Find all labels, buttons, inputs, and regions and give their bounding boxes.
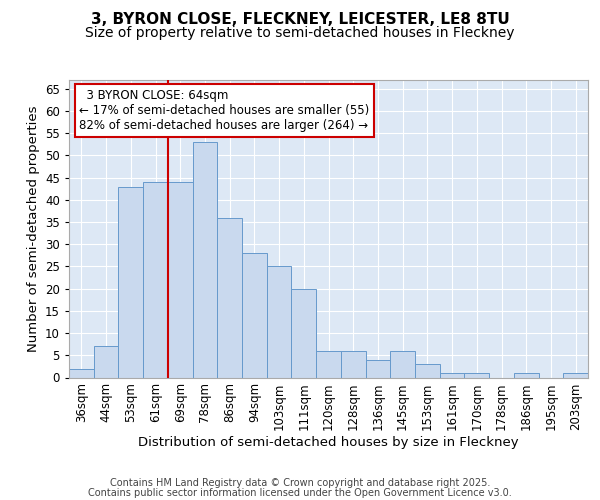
Bar <box>94 346 118 378</box>
Bar <box>168 182 193 378</box>
Bar <box>563 373 588 378</box>
Bar <box>390 351 415 378</box>
Text: Contains HM Land Registry data © Crown copyright and database right 2025.: Contains HM Land Registry data © Crown c… <box>110 478 490 488</box>
Bar <box>69 368 94 378</box>
Text: 3 BYRON CLOSE: 64sqm
← 17% of semi-detached houses are smaller (55)
82% of semi-: 3 BYRON CLOSE: 64sqm ← 17% of semi-detac… <box>79 89 370 132</box>
Bar <box>365 360 390 378</box>
Text: 3, BYRON CLOSE, FLECKNEY, LEICESTER, LE8 8TU: 3, BYRON CLOSE, FLECKNEY, LEICESTER, LE8… <box>91 12 509 28</box>
Bar <box>341 351 365 378</box>
Bar <box>292 288 316 378</box>
Bar <box>514 373 539 378</box>
Bar <box>267 266 292 378</box>
Bar <box>217 218 242 378</box>
Bar <box>464 373 489 378</box>
X-axis label: Distribution of semi-detached houses by size in Fleckney: Distribution of semi-detached houses by … <box>138 436 519 448</box>
Bar <box>316 351 341 378</box>
Text: Size of property relative to semi-detached houses in Fleckney: Size of property relative to semi-detach… <box>85 26 515 40</box>
Bar <box>118 186 143 378</box>
Y-axis label: Number of semi-detached properties: Number of semi-detached properties <box>26 106 40 352</box>
Bar <box>143 182 168 378</box>
Bar <box>193 142 217 378</box>
Bar <box>242 253 267 378</box>
Text: Contains public sector information licensed under the Open Government Licence v3: Contains public sector information licen… <box>88 488 512 498</box>
Bar <box>415 364 440 378</box>
Bar <box>440 373 464 378</box>
